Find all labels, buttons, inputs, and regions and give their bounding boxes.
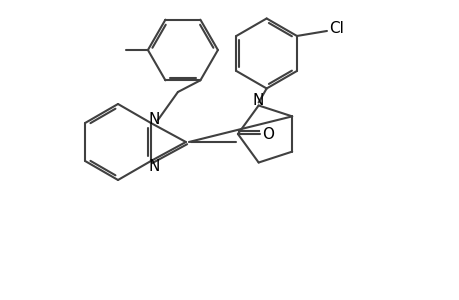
Text: N: N <box>148 158 159 173</box>
Text: N: N <box>252 93 264 108</box>
Text: N: N <box>148 112 159 127</box>
Text: Cl: Cl <box>329 22 344 37</box>
Text: O: O <box>261 127 273 142</box>
